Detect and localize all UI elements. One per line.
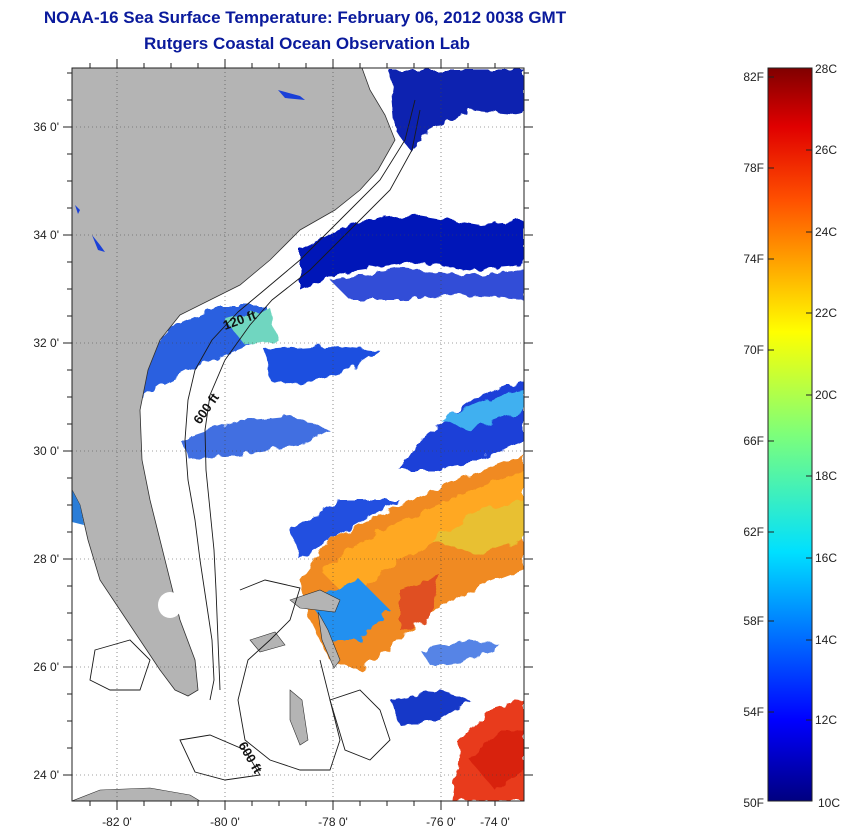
cb-c-10: 10C xyxy=(818,796,840,810)
lat-label-34: 34 0' xyxy=(33,228,59,242)
map-content: 120 ft 600 ft 600 ft xyxy=(72,68,524,801)
map-frame xyxy=(71,67,525,802)
colorbar: 82F 78F 74F 70F 66F 62F 58F 54F 50F 28C … xyxy=(743,62,840,810)
lat-label-36: 36 0' xyxy=(33,120,59,134)
cb-c-12: 12C xyxy=(815,713,837,727)
land-areas xyxy=(72,68,396,801)
lat-label-26: 26 0' xyxy=(33,660,59,674)
cb-c-22: 22C xyxy=(815,306,837,320)
colorbar-frame xyxy=(767,67,813,802)
cb-c-14: 14C xyxy=(815,633,837,647)
cb-f-50: 50F xyxy=(743,796,764,810)
lon-label-74: -74 0' xyxy=(480,815,510,829)
lat-label-30: 30 0' xyxy=(33,444,59,458)
colorbar-celsius-labels: 28C 26C 24C 22C 20C 18C 16C 14C 12C 10C xyxy=(815,62,840,810)
colorbar-gradient xyxy=(768,68,812,801)
map-title: NOAA-16 Sea Surface Temperature: Februar… xyxy=(43,8,567,27)
cb-f-70: 70F xyxy=(743,343,764,357)
cb-f-54: 54F xyxy=(743,705,764,719)
graticule xyxy=(72,68,524,801)
map-ticks xyxy=(63,59,533,810)
lat-label-32: 32 0' xyxy=(33,336,59,350)
cb-c-26: 26C xyxy=(815,143,837,157)
cb-c-24: 24C xyxy=(815,225,837,239)
depth-contours xyxy=(89,99,421,781)
colorbar-ticks xyxy=(768,76,812,721)
lon-label-80: -80 0' xyxy=(210,815,240,829)
cb-c-18: 18C xyxy=(815,469,837,483)
cb-c-20: 20C xyxy=(815,388,837,402)
latitude-labels: 36 0' 34 0' 32 0' 30 0' 28 0' 26 0' 24 0… xyxy=(33,120,59,782)
map-subtitle: Rutgers Coastal Ocean Observation Lab xyxy=(144,34,470,53)
cb-f-74: 74F xyxy=(743,252,764,266)
sst-data-patches xyxy=(140,70,524,801)
cb-f-82: 82F xyxy=(743,70,764,84)
longitude-labels: -82 0' -80 0' -78 0' -76 0' -74 0' xyxy=(102,815,510,829)
cb-f-78: 78F xyxy=(743,161,764,175)
lat-label-28: 28 0' xyxy=(33,552,59,566)
cb-f-58: 58F xyxy=(743,614,764,628)
cb-f-62: 62F xyxy=(743,525,764,539)
colorbar-fahrenheit-labels: 82F 78F 74F 70F 66F 62F 58F 54F 50F xyxy=(743,70,764,810)
cb-f-66: 66F xyxy=(743,434,764,448)
cb-c-16: 16C xyxy=(815,551,837,565)
cb-c-28: 28C xyxy=(815,62,837,76)
lat-label-24: 24 0' xyxy=(33,768,59,782)
lon-label-78: -78 0' xyxy=(318,815,348,829)
lon-label-82: -82 0' xyxy=(102,815,132,829)
lon-label-76: -76 0' xyxy=(426,815,456,829)
